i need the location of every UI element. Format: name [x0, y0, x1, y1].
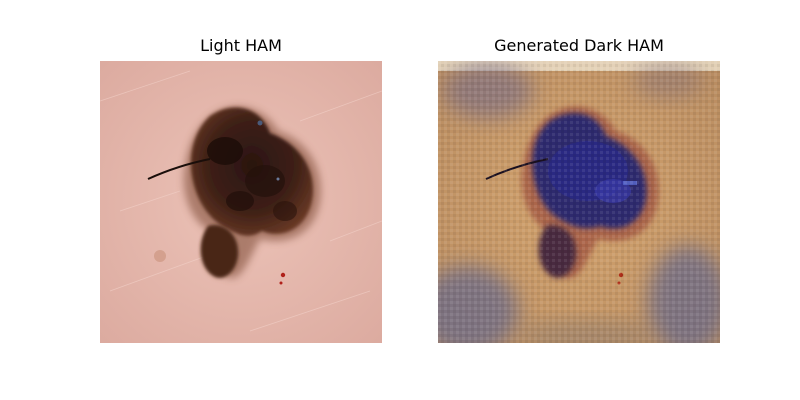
panel-title-generated-dark-ham: Generated Dark HAM — [494, 36, 664, 55]
generated-dark-ham-image — [438, 61, 720, 343]
panel-title-light-ham: Light HAM — [200, 36, 282, 55]
light-ham-image — [100, 61, 382, 343]
